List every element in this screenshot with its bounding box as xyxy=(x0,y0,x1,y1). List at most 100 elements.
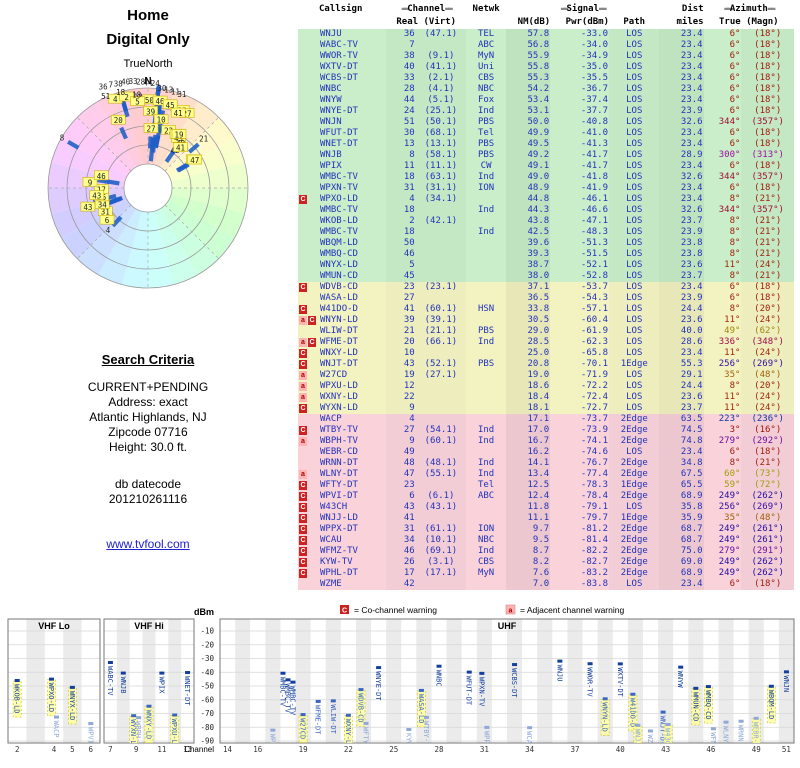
channel-stripe xyxy=(168,619,182,743)
table-row[interactable]: C WCAU 34 (10.1) NBC 9.5 -81.4 2Edge 68.7 249° (26… xyxy=(298,535,794,546)
cell-virtual-channel: (55.1) xyxy=(415,469,467,480)
cell-pwr-dbm: -61.9 xyxy=(580,326,609,336)
table-row[interactable]: C WPHL-DT 17 (17.1) MyN 7.6 -83.2 2Edge 68.9 249°… xyxy=(298,568,794,579)
path-sub-header: Path xyxy=(623,17,646,27)
channel-tick: 51 xyxy=(782,745,791,754)
table-row[interactable]: WMBC-TV 18 Ind 42.5 -48.3 LOS 23.9 8° (21°) xyxy=(298,227,794,238)
tvfool-link[interactable]: www.tvfool.com xyxy=(106,537,190,551)
table-row[interactable]: C WFTY-DT 23 Tel 12.5 -78.3 1Edge 65.5 59° (72°) xyxy=(298,480,794,491)
table-row[interactable]: C W41DO-D 41 (60.1) HSN 33.8 -57.1 LOS 24.4 8° (20… xyxy=(298,304,794,315)
table-row[interactable]: WRNN-DT 48 (48.1) Ind 14.1 -76.7 2Edge 34.8 8° (2… xyxy=(298,458,794,469)
radar-channel-label: 11 xyxy=(171,88,180,97)
cell-az-magn: (20°) xyxy=(741,304,794,315)
cell-virtual-channel: (54.1) xyxy=(415,425,467,436)
cell-path: 2Edge xyxy=(609,524,660,535)
co-channel-badge: C xyxy=(299,195,307,204)
table-row[interactable]: WASA-LD 27 36.5 -54.3 LOS 23.9 6° (18°) xyxy=(298,293,794,304)
table-row[interactable]: WNJN 51 (50.1) PBS 50.0 -40.8 LOS 32.6 344° (357°… xyxy=(298,117,794,128)
table-row[interactable]: WNYX-LD 5 38.7 -52.1 LOS 23.6 11° (24°) xyxy=(298,260,794,271)
table-row[interactable]: WCBS-DT 33 (2.1) CBS 55.3 -35.5 LOS 23.4 6° (18°) xyxy=(298,73,794,84)
spectrum-station-label: WNBC xyxy=(435,670,443,687)
dbm-tick: -50 xyxy=(200,682,214,691)
table-row[interactable]: WBQM-LD 50 39.6 -51.3 LOS 23.8 8° (21°) xyxy=(298,238,794,249)
table-row[interactable]: WNJU 36 (47.1) TEL 57.8 -33.0 LOS 23.4 6° (18°) xyxy=(298,29,794,40)
table-row[interactable]: C WNXY-LD 10 25.0 -65.8 LOS 23.4 11° (24°) xyxy=(298,348,794,359)
table-row[interactable]: WKOB-LD 2 (42.1) 43.8 -47.1 LOS 23.7 8° (21°) xyxy=(298,216,794,227)
table-row[interactable]: WMBQ-CD 46 39.3 -51.5 LOS 23.8 8° (21°) xyxy=(298,249,794,260)
table-row[interactable]: WMBC-TV 18 (63.1) Ind 49.0 -41.8 LOS 32.6 344° (3… xyxy=(298,172,794,183)
cell-callsign: WNJN xyxy=(320,117,342,127)
radar-channel-label: 41 xyxy=(176,144,185,153)
cell-pwr-dbm: -35.0 xyxy=(580,62,609,72)
dbm-tick: -40 xyxy=(200,668,214,677)
table-row[interactable]: WPXN-TV 31 (31.1) ION 48.9 -41.9 LOS 23.4 6° (18°… xyxy=(298,183,794,194)
cell-az-true: 279° xyxy=(718,546,741,556)
radar-sector xyxy=(122,188,148,288)
cell-dist-miles: 23.6 xyxy=(659,260,704,271)
cell-network: Ind xyxy=(477,337,495,347)
table-row[interactable]: a C WFME-DT 20 (66.1) Ind 28.5 -62.3 LOS 28.6 336°… xyxy=(298,337,794,348)
table-row[interactable]: a WXNY-LD 22 18.4 -72.4 LOS 23.6 11° (24°) xyxy=(298,392,794,403)
cell-path: LOS xyxy=(609,106,660,117)
radar-channel-label: 9 xyxy=(88,178,93,187)
table-row[interactable]: C WNJJ-LD 41 11.1 -79.7 1Edge 35.9 35° (48°) xyxy=(298,513,794,524)
cell-real-channel: 34 xyxy=(386,535,416,546)
table-row[interactable]: C WFMZ-TV 46 (69.1) Ind 8.7 -82.2 2Edge 75.0 279°… xyxy=(298,546,794,557)
table-row[interactable]: C WNJT-DT 43 (52.1) PBS 20.8 -70.1 1Edge 55.3 256… xyxy=(298,359,794,370)
cell-badge xyxy=(298,447,319,458)
dbm-tick: -30 xyxy=(200,654,214,663)
cell-az-true: 223° xyxy=(718,414,741,424)
cell-az-magn: (262°) xyxy=(741,491,794,502)
table-row[interactable]: WNYE-DT 24 (25.1) Ind 53.1 -37.7 LOS 23.9 6° (18°… xyxy=(298,106,794,117)
spectrum-station-label: WWOR-TV xyxy=(586,667,594,697)
table-row[interactable]: C WPPX-DT 31 (61.1) ION 9.7 -81.2 2Edge 68.7 249°… xyxy=(298,524,794,535)
table-row[interactable]: C WPVI-DT 6 (6.1) ABC 12.4 -78.4 2Edge 68.9 249°(… xyxy=(298,491,794,502)
table-row[interactable]: C WYXN-LD 9 18.1 -72.7 LOS 23.7 11° (24°) xyxy=(298,403,794,414)
table-row[interactable]: a WPXU-LD 12 18.6 -72.2 LOS 24.4 8° (20°) xyxy=(298,381,794,392)
cell-path: LOS xyxy=(609,227,660,238)
table-row[interactable]: C WDVB-CD 23 (23.1) 37.1 -53.7 LOS 23.4 6° (18°) xyxy=(298,282,794,293)
table-row[interactable]: WEBR-CD 49 16.2 -74.6 LOS 23.4 6° (18°) xyxy=(298,447,794,458)
cell-dist-miles: 63.5 xyxy=(659,414,704,425)
table-row[interactable]: a W27CD 19 (27.1) 19.0 -71.9 LOS 29.1 35° (48°) xyxy=(298,370,794,381)
table-row[interactable]: WACP 4 17.1 -73.7 2Edge 63.5 223° (236°) xyxy=(298,414,794,425)
table-row[interactable]: WFUT-DT 30 (68.1) Tel 49.9 -41.0 LOS 23.4 6° (18°… xyxy=(298,128,794,139)
table-row[interactable]: WNBC 28 (4.1) NBC 54.2 -36.7 LOS 23.4 6° (18°) xyxy=(298,84,794,95)
table-row[interactable]: a WLNY-DT 47 (55.1) Ind 13.4 -77.4 2Edge 67.5 60°… xyxy=(298,469,794,480)
table-row[interactable]: WMBC-TV 18 Ind 44.3 -46.6 LOS 32.6 344° (357°) xyxy=(298,205,794,216)
cell-pwr-dbm: -41.9 xyxy=(580,183,609,193)
table-row[interactable]: WWOR-TV 38 (9.1) MyN 55.9 -34.9 LOS 23.4 6° (18°) xyxy=(298,51,794,62)
cell-virtual-channel: (66.1) xyxy=(415,337,467,348)
co-channel-badge: C xyxy=(299,503,307,512)
table-row[interactable]: WABC-TV 7 ABC 56.8 -34.0 LOS 23.4 6° (18°) xyxy=(298,40,794,51)
spectrum-station-marker xyxy=(479,671,485,675)
table-row[interactable]: WLIW-DT 21 (21.1) PBS 29.0 -61.9 LOS 40.0 49° (62… xyxy=(298,326,794,337)
cell-virtual-channel: (4.1) xyxy=(415,84,467,95)
table-row[interactable]: C WTBY-TV 27 (54.1) Ind 17.0 -73.9 2Edge 74.5 3°(… xyxy=(298,425,794,436)
spectrum-station-label: WPHL-DT xyxy=(268,734,276,764)
radar-channel-label: 5 xyxy=(135,98,140,107)
table-row[interactable]: C W43CH 43 (43.1) 11.8 -79.1 LOS 35.8 256° (269°) xyxy=(298,502,794,513)
cell-pwr-dbm: -33.0 xyxy=(580,29,609,39)
table-row[interactable]: WMUN-CD 45 38.0 -52.8 LOS 23.7 8° (21°) xyxy=(298,271,794,282)
table-row[interactable]: WNJB 8 (58.1) PBS 49.2 -41.7 LOS 28.9 300° (313°) xyxy=(298,150,794,161)
radar-channel-label: 45 xyxy=(166,101,175,110)
radar-label-highlight xyxy=(130,96,145,106)
table-row[interactable]: C KYW-TV 26 (3.1) CBS 8.2 -82.7 2Edge 69.0 249° (2… xyxy=(298,557,794,568)
table-row[interactable]: WXTV-DT 40 (41.1) Uni 55.8 -35.0 LOS 23.4 6° (18°… xyxy=(298,62,794,73)
radar-radial-line xyxy=(77,117,132,172)
table-row[interactable]: WNET-DT 13 (13.1) PBS 49.5 -41.3 LOS 23.4 6° (18°… xyxy=(298,139,794,150)
table-row[interactable]: a C WNYN-LD 39 (39.1) 30.5 -60.4 LOS 23.6 11° (24°… xyxy=(298,315,794,326)
cell-virtual-channel: (11.1) xyxy=(415,161,467,172)
cell-callsign: KYW-TV xyxy=(320,557,353,567)
table-row[interactable]: C WPXO-LD 4 (34.1) 44.8 -46.1 LOS 23.4 8° (21°) xyxy=(298,194,794,205)
table-row[interactable]: WZME 42 7.0 -83.8 LOS 23.4 6° (18°) xyxy=(298,579,794,590)
cell-virtual-channel: (39.1) xyxy=(415,315,467,326)
radar-channel-label: 43 xyxy=(83,203,92,212)
table-row[interactable]: WPIX 11 (11.1) CW 49.1 -41.7 LOS 23.4 6° (18°) xyxy=(298,161,794,172)
spectrum-station-marker xyxy=(49,677,54,681)
table-row[interactable]: WNYW 44 (5.1) Fox 53.4 -37.4 LOS 23.4 6° (18°) xyxy=(298,95,794,106)
table-row[interactable]: a WBPH-TV 9 (60.1) Ind 16.7 -74.1 2Edge 74.8 279°… xyxy=(298,436,794,447)
